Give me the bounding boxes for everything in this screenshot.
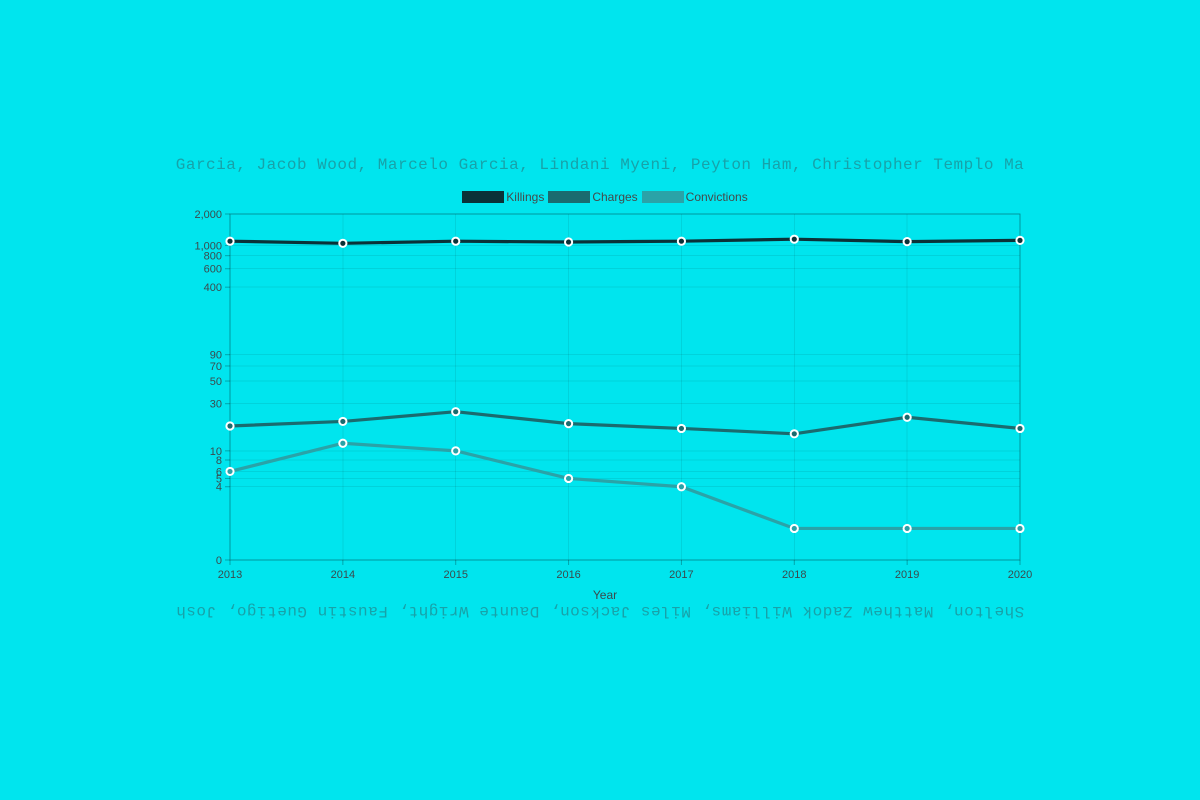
names-frame-bottom: Shelton, Matthew Zadok Williams, Miles J… bbox=[0, 602, 1200, 620]
svg-text:50: 50 bbox=[210, 376, 222, 388]
svg-text:2018: 2018 bbox=[782, 569, 806, 581]
svg-text:600: 600 bbox=[204, 264, 222, 276]
svg-text:70: 70 bbox=[210, 361, 222, 373]
svg-text:2020: 2020 bbox=[1008, 569, 1032, 581]
svg-text:2016: 2016 bbox=[556, 569, 580, 581]
chart-legend: Killings Charges Convictions bbox=[170, 190, 1040, 204]
legend-item: Convictions bbox=[642, 190, 748, 204]
svg-text:90: 90 bbox=[210, 350, 222, 362]
chart-container: KillingsChargesConvictions 2013201420152… bbox=[170, 190, 1040, 600]
svg-text:1,000: 1,000 bbox=[194, 241, 222, 253]
legend-label: Killings bbox=[506, 190, 544, 204]
svg-text:400: 400 bbox=[204, 282, 222, 294]
svg-text:2013: 2013 bbox=[218, 569, 242, 581]
svg-text:2015: 2015 bbox=[443, 569, 467, 581]
line-chart: 2013201420152016201720182019202004568103… bbox=[170, 190, 1040, 600]
svg-text:0: 0 bbox=[216, 555, 222, 567]
svg-text:10: 10 bbox=[210, 446, 222, 458]
svg-text:2014: 2014 bbox=[331, 569, 355, 581]
legend-swatch bbox=[462, 191, 504, 203]
svg-text:6: 6 bbox=[216, 466, 222, 478]
svg-text:30: 30 bbox=[210, 399, 222, 411]
legend-swatch bbox=[548, 191, 590, 203]
legend-swatch bbox=[642, 191, 684, 203]
legend-label: Charges bbox=[592, 190, 637, 204]
svg-text:2019: 2019 bbox=[895, 569, 919, 581]
svg-text:2,000: 2,000 bbox=[194, 209, 222, 221]
legend-item: Charges bbox=[548, 190, 637, 204]
names-frame-top: Garcia, Jacob Wood, Marcelo Garcia, Lind… bbox=[0, 156, 1200, 174]
x-axis-label: Year bbox=[170, 588, 1040, 602]
legend-label: Convictions bbox=[686, 190, 748, 204]
svg-text:2017: 2017 bbox=[669, 569, 693, 581]
legend-item: Killings bbox=[462, 190, 544, 204]
